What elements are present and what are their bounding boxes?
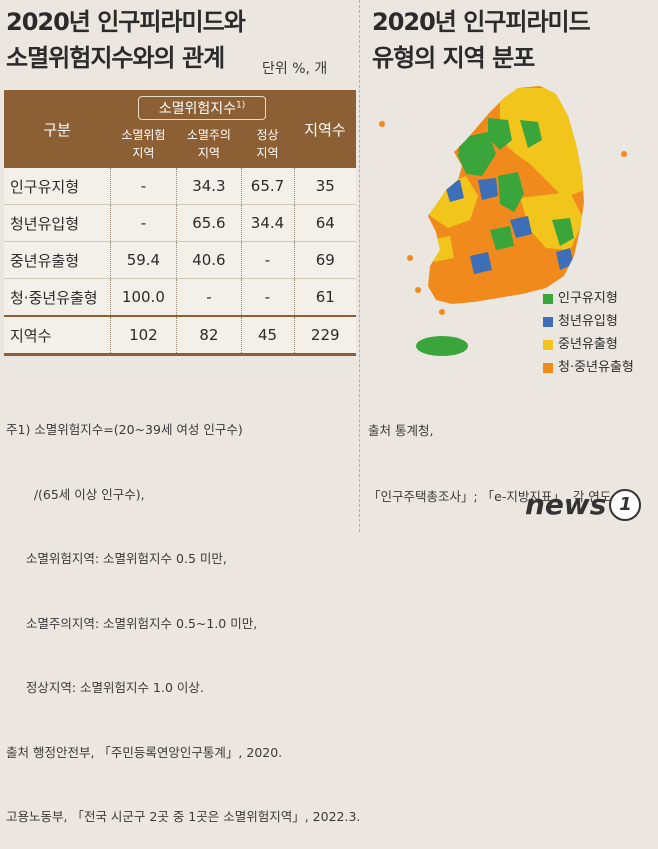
cell: - [176,278,242,317]
legend-label: 청·중년유출형 [558,360,634,375]
right-title-line1: 2020년 인구피라미드 [372,8,591,36]
cell: 34.3 [176,168,242,205]
row-label: 중년유출형 [4,241,110,279]
map-islands [379,121,627,356]
cell: - [109,204,177,242]
legend-label: 인구유지형 [558,291,618,306]
cell: 102 [109,315,177,356]
legend-item: 인구유지형 [543,287,634,310]
logo-mark: 1 [609,488,642,521]
header-gubun: 구분 [4,90,110,168]
cell: - [109,168,177,205]
cell: 100.0 [109,278,177,317]
header-sub-3: 정상 지역 [241,124,294,168]
table-row: 인구유지형 - 34.3 65.7 35 [4,168,356,205]
header-count: 지역수 [294,90,356,168]
header-group-label: 소멸위험지수 [158,101,237,117]
note-line: 정상지역: 소멸위험지수 1.0 이상. [6,680,204,695]
note-line: /(65세 이상 인구수), [6,486,145,502]
logo-text: news [525,488,607,521]
header-sub-2: 소멸주의 지역 [176,124,242,168]
notes: 주1) 소멸위험지수=(20~39세 여성 인구수) /(65세 이상 인구수)… [6,376,360,849]
header-group: 소멸위험지수1) [110,90,294,124]
right-title-line2: 유형의 지역 분포 [372,44,535,72]
row-label: 청년유입형 [4,204,110,242]
header-sub-1: 소멸위험 지역 [110,124,177,168]
cell: 65.7 [240,168,294,205]
map-source-line1: 출처 통계청, [368,423,434,438]
unit-label: 단위 %, 개 [262,61,328,77]
table-row: 중년유출형 59.4 40.6 - 69 [4,241,356,279]
note-line: 주1) 소멸위험지수=(20~39세 여성 인구수) [6,422,243,437]
divider [359,0,360,532]
legend-item: 중년유출형 [543,333,634,356]
legend-swatch [543,293,553,304]
map-source-line2: 「인구주택총조사」; 「e-지방지표」, 각 연도. [368,489,616,504]
cell: - [240,241,294,279]
table-row-total: 지역수 102 82 45 229 [4,315,356,356]
legend-label: 청년유입형 [558,314,618,329]
left-title-line1: 2020년 인구피라미드와 [6,8,246,36]
left-title-line2: 소멸위험지수와의 관계 [6,44,225,72]
data-table: 구분 소멸위험지수1) 지역수 소멸위험 지역 소멸주의 지역 정상 지역 인구… [4,90,356,356]
legend-swatch [543,316,553,327]
cell: 65.6 [176,204,242,242]
row-label: 청·중년유출형 [4,278,110,317]
cell: 64 [293,204,356,242]
news1-logo: news 1 [525,488,642,521]
note-line: 고용노동부, 「전국 시군구 2곳 중 1곳은 소멸위험지역」, 2022.3. [6,809,361,824]
cell: 34.4 [240,204,294,242]
note-line: 소멸주의지역: 소멸위험지수 0.5~1.0 미만, [6,615,258,631]
cell: 82 [176,315,242,356]
row-label: 지역수 [4,315,110,356]
table-row: 청년유입형 - 65.6 34.4 64 [4,204,356,242]
cell: 69 [293,241,356,279]
header-group-pill: 소멸위험지수1) [137,96,267,120]
cell: - [240,278,294,317]
table-row: 청·중년유출형 100.0 - - 61 [4,278,356,317]
legend-label: 중년유출형 [558,337,618,352]
korea-map [379,86,627,356]
map-land [428,86,584,304]
note-line: 출처 행정안전부, 「주민등록연앙인구통계」, 2020. [6,744,283,760]
cell: 59.4 [109,241,177,279]
legend-item: 청년유입형 [543,310,634,333]
cell: 45 [240,315,294,356]
legend-swatch [543,362,553,373]
map-source: 출처 통계청, 「인구주택총조사」; 「e-지방지표」, 각 연도. [368,376,615,530]
legend-item: 청·중년유출형 [543,356,634,379]
cell: 35 [293,168,356,205]
row-label: 인구유지형 [4,168,110,205]
map-legend: 인구유지형 청년유입형 중년유출형 청·중년유출형 [543,287,634,379]
cell: 40.6 [176,241,242,279]
note-line: 소멸위험지역: 소멸위험지수 0.5 미만, [6,551,227,566]
legend-swatch [543,339,553,350]
header-group-note: 1) [236,100,246,111]
cell: 229 [293,315,356,356]
cell: 61 [293,278,356,317]
